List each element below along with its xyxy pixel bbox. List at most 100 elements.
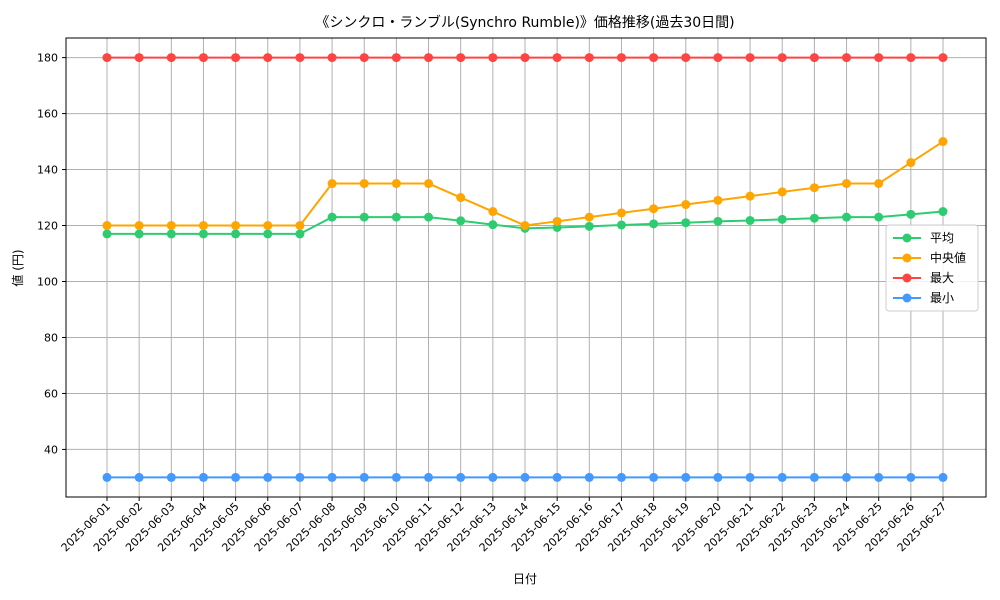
series-2 (102, 53, 948, 63)
data-point (745, 215, 755, 225)
y-tick-label: 140 (37, 164, 58, 177)
data-point (327, 53, 337, 63)
legend-item: 最大 (893, 271, 954, 285)
data-point (777, 187, 787, 197)
data-point (134, 472, 144, 482)
data-point (745, 472, 755, 482)
data-point (842, 472, 852, 482)
grid (66, 38, 986, 497)
data-point (616, 53, 626, 63)
data-point (295, 53, 305, 63)
data-point (424, 179, 434, 189)
data-point (488, 472, 498, 482)
data-point (552, 222, 562, 232)
data-point (520, 53, 530, 63)
data-point (263, 53, 273, 63)
data-point (198, 229, 208, 239)
data-point (166, 229, 176, 239)
data-point (295, 221, 305, 231)
legend-swatch-marker (902, 253, 912, 263)
data-point (842, 53, 852, 63)
y-tick-label: 180 (37, 52, 58, 65)
data-point (681, 218, 691, 228)
data-point (134, 229, 144, 239)
y-tick-label: 40 (44, 443, 58, 456)
plot-frame (65, 37, 987, 498)
data-point (616, 208, 626, 218)
data-point (456, 53, 466, 63)
data-point (198, 472, 208, 482)
x-axis-label: 日付 (513, 572, 537, 586)
data-point (713, 216, 723, 226)
data-point (938, 207, 948, 217)
data-point (359, 472, 369, 482)
series-1 (102, 137, 948, 231)
y-tick-label: 60 (44, 387, 58, 400)
data-point (938, 53, 948, 63)
data-point (134, 53, 144, 63)
legend-item: 最小 (893, 291, 954, 305)
data-point (391, 212, 401, 222)
series (102, 53, 948, 482)
data-point (616, 472, 626, 482)
data-point (713, 472, 723, 482)
data-point (327, 212, 337, 222)
data-point (777, 214, 787, 224)
data-point (456, 193, 466, 203)
data-point (359, 212, 369, 222)
data-point (649, 219, 659, 229)
data-point (584, 221, 594, 231)
data-point (424, 472, 434, 482)
data-point (295, 472, 305, 482)
data-point (906, 209, 916, 219)
data-point (906, 472, 916, 482)
data-point (102, 53, 112, 63)
data-point (424, 212, 434, 222)
data-point (391, 179, 401, 189)
data-point (391, 472, 401, 482)
series-3 (102, 472, 948, 482)
data-point (809, 183, 819, 193)
data-point (809, 53, 819, 63)
legend-item: 平均 (893, 231, 954, 245)
data-point (552, 216, 562, 226)
data-point (874, 212, 884, 222)
data-point (809, 213, 819, 223)
legend-label: 最小 (930, 291, 954, 305)
data-point (938, 137, 948, 147)
legend-label: 平均 (930, 231, 954, 245)
data-point (616, 220, 626, 230)
data-point (327, 472, 337, 482)
data-point (166, 472, 176, 482)
data-point (263, 221, 273, 231)
data-point (263, 229, 273, 239)
data-point (520, 221, 530, 231)
data-point (456, 216, 466, 226)
data-point (198, 221, 208, 231)
data-point (263, 472, 273, 482)
y-tick-label: 120 (37, 220, 58, 233)
data-point (359, 179, 369, 189)
data-point (102, 221, 112, 231)
legend-item: 中央値 (893, 250, 966, 265)
data-point (842, 212, 852, 222)
y-tick-label: 100 (37, 275, 58, 288)
data-point (166, 53, 176, 63)
data-point (584, 212, 594, 222)
data-point (584, 53, 594, 63)
data-point (745, 53, 755, 63)
data-point (777, 53, 787, 63)
data-point (102, 229, 112, 239)
data-point (809, 472, 819, 482)
data-point (713, 53, 723, 63)
data-point (359, 53, 369, 63)
data-point (391, 53, 401, 63)
data-point (777, 472, 787, 482)
data-point (102, 472, 112, 482)
data-point (231, 472, 241, 482)
data-point (198, 53, 208, 63)
data-point (874, 53, 884, 63)
data-point (488, 220, 498, 230)
